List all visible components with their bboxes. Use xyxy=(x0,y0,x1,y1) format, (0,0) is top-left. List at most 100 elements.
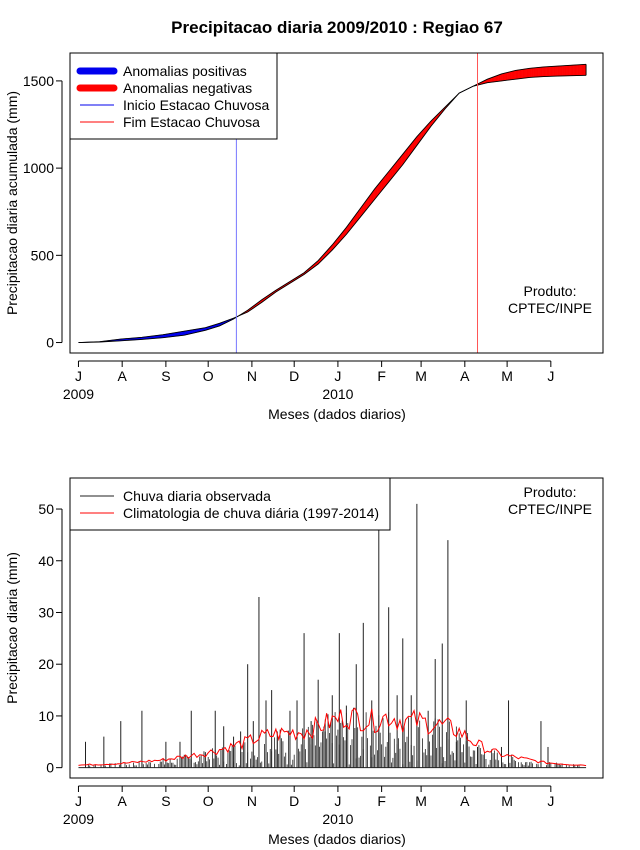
negative-anomaly-segment xyxy=(571,64,574,76)
negative-anomaly-segment xyxy=(508,71,511,81)
negative-anomaly-segment xyxy=(525,68,528,79)
negative-anomaly-segment xyxy=(535,67,537,78)
month-tick-label: N xyxy=(247,368,257,384)
month-tick-label: A xyxy=(460,368,470,384)
negative-anomaly-segment xyxy=(498,74,501,82)
chart-title: Precipitacao diaria 2009/2010 : Regiao 6… xyxy=(171,18,503,37)
credit-line1-top: Produto: xyxy=(524,283,577,299)
month-tick-label: A xyxy=(118,793,128,809)
legend-label-onset: Inicio Estacao Chuvosa xyxy=(123,97,270,113)
y-tick-label: 500 xyxy=(31,247,55,263)
month-tick-label: M xyxy=(501,793,513,809)
negative-anomaly-segment xyxy=(563,65,566,77)
negative-anomaly-segment xyxy=(513,70,516,80)
negative-anomaly-segment xyxy=(511,70,513,80)
negative-anomaly-segment xyxy=(570,64,573,76)
negative-anomaly-segment xyxy=(509,71,512,81)
negative-anomaly-segment xyxy=(547,66,550,77)
negative-anomaly-segment xyxy=(521,69,523,79)
negative-anomaly-segment xyxy=(501,73,504,82)
month-tick-label: M xyxy=(501,368,513,384)
year-tick-label: 2009 xyxy=(63,386,94,402)
negative-anomaly-segment xyxy=(566,65,568,77)
y-tick-label: 0 xyxy=(46,760,54,776)
month-tick-label: S xyxy=(161,368,170,384)
daily-legend: Chuva diaria observada Climatologia de c… xyxy=(69,477,391,531)
y-tick-label: 20 xyxy=(38,656,54,672)
negative-anomaly-segment xyxy=(512,70,515,80)
negative-anomaly-segment xyxy=(537,67,540,78)
daily-y-axis: 0 10 20 30 40 50 xyxy=(38,501,63,776)
negative-anomaly-segment xyxy=(518,69,521,80)
negative-anomaly-segment xyxy=(536,67,539,78)
year-tick-label: 2010 xyxy=(322,811,353,827)
negative-anomaly-segment xyxy=(546,66,549,77)
negative-anomaly-segment xyxy=(550,66,553,77)
anomaly-areas xyxy=(78,63,587,343)
negative-anomaly-segment xyxy=(506,71,509,81)
credit-line1-bottom: Produto: xyxy=(524,484,577,500)
negative-anomaly-segment xyxy=(505,72,508,81)
y-tick-label: 1000 xyxy=(23,160,54,176)
y-tick-label: 50 xyxy=(38,501,54,517)
cumulative-x-axis: J A S O N D J F M A M J 2009 2010 xyxy=(63,360,554,402)
daily-x-label: Meses (dados diarios) xyxy=(268,831,406,847)
y-tick-label: 40 xyxy=(38,553,54,569)
negative-anomaly-segment xyxy=(559,65,561,77)
negative-anomaly-segment xyxy=(532,67,535,78)
cumulative-plot-box xyxy=(69,52,604,354)
negative-anomaly-segment xyxy=(583,64,585,76)
negative-anomaly-segment xyxy=(499,73,502,82)
negative-anomaly-segment xyxy=(576,64,578,76)
legend-label-end: Fim Estacao Chuvosa xyxy=(123,114,260,130)
month-tick-label: M xyxy=(415,368,427,384)
negative-anomaly-segment xyxy=(574,64,577,76)
observed-bars xyxy=(78,488,587,769)
negative-anomaly-segment xyxy=(530,67,533,78)
month-tick-label: D xyxy=(289,368,299,384)
legend-label-negative: Anomalias negativas xyxy=(123,80,252,96)
month-tick-label: F xyxy=(377,368,386,384)
cumulative-y-label: Precipitacao diaria acumulada (mm) xyxy=(4,91,20,315)
negative-anomaly-segment xyxy=(581,64,584,76)
legend-box xyxy=(69,477,391,531)
negative-anomaly-segment xyxy=(539,67,542,78)
y-tick-label: 1500 xyxy=(23,73,54,89)
negative-anomaly-segment xyxy=(516,69,519,80)
climatology-cumulative-line xyxy=(78,63,587,343)
negative-anomaly-segment xyxy=(523,68,526,79)
negative-anomaly-segment xyxy=(522,68,525,79)
cumulative-legend: Anomalias positivas Anomalias negativas … xyxy=(69,52,278,140)
negative-anomaly-segment xyxy=(557,65,560,77)
month-tick-label: A xyxy=(118,368,128,384)
month-tick-label: M xyxy=(415,793,427,809)
month-tick-label: J xyxy=(334,793,341,809)
negative-anomaly-segment xyxy=(544,66,547,77)
month-tick-label: A xyxy=(460,793,470,809)
negative-anomaly-segment xyxy=(497,74,499,82)
month-tick-label: F xyxy=(377,793,386,809)
negative-anomaly-segment xyxy=(560,65,563,77)
negative-anomaly-segment xyxy=(556,65,559,77)
month-tick-label: J xyxy=(547,793,554,809)
negative-anomaly-segment xyxy=(543,66,546,77)
negative-anomaly-segment xyxy=(504,72,506,81)
legend-label-positive: Anomalias positivas xyxy=(123,63,247,79)
month-tick-label: O xyxy=(203,368,214,384)
daily-y-label: Precipitacao diaria (mm) xyxy=(4,552,20,704)
month-tick-label: D xyxy=(289,793,299,809)
daily-panel: 0 10 20 30 40 50 J A S O N D J F M A M J 2009 2010 Meses (… xyxy=(4,477,604,847)
negative-anomaly-segment xyxy=(577,64,580,76)
negative-anomaly-segment xyxy=(502,72,505,81)
negative-anomaly-segment xyxy=(564,65,567,77)
negative-anomaly-segment xyxy=(573,64,575,76)
negative-anomaly-segment xyxy=(529,67,532,78)
negative-anomaly-segment xyxy=(540,66,543,77)
negative-anomaly-segment xyxy=(568,65,571,76)
negative-anomaly-segment xyxy=(542,66,544,77)
daily-x-axis: J A S O N D J F M A M J 2009 2010 xyxy=(63,785,554,827)
negative-anomaly-segment xyxy=(553,66,556,77)
negative-anomaly-segment xyxy=(561,65,564,77)
negative-anomaly-segment xyxy=(528,68,530,78)
